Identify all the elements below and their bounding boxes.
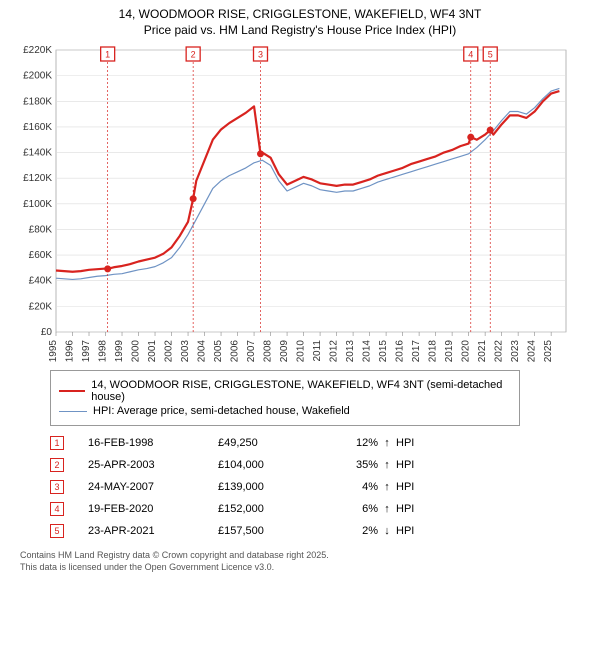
sale-suffix: HPI xyxy=(396,437,414,449)
svg-text:2023: 2023 xyxy=(510,340,521,362)
sale-price: £157,500 xyxy=(218,525,318,537)
svg-text:2005: 2005 xyxy=(213,340,224,362)
svg-text:£160K: £160K xyxy=(23,122,52,133)
table-row: 1 16-FEB-1998£49,25012%↑HPI xyxy=(50,432,590,454)
chart-area: £0 £20K £40K £60K £80K £100K £120K £140K £160K £1… xyxy=(10,42,590,362)
svg-text:2000: 2000 xyxy=(131,340,142,362)
sale-suffix: HPI xyxy=(396,503,414,515)
svg-text:4: 4 xyxy=(468,50,473,60)
svg-text:£0: £0 xyxy=(41,327,53,338)
svg-text:2017: 2017 xyxy=(411,340,422,362)
svg-text:2009: 2009 xyxy=(279,340,290,362)
sale-arrow-icon: ↑ xyxy=(378,459,396,471)
footer-text: Contains HM Land Registry data © Crown c… xyxy=(20,550,590,573)
table-row: 3 24-MAY-2007£139,0004%↑HPI xyxy=(50,476,590,498)
svg-text:£80K: £80K xyxy=(29,225,53,236)
sales-table: 116-FEB-1998£49,25012%↑HPI225-APR-2003£1… xyxy=(50,432,590,542)
svg-text:2008: 2008 xyxy=(263,340,274,362)
sale-marker: 4 xyxy=(50,502,64,516)
line-chart-svg: £0 £20K £40K £60K £80K £100K £120K £140K £160K £1… xyxy=(10,42,570,362)
legend-swatch xyxy=(59,411,87,412)
sale-marker: 2 xyxy=(50,458,64,472)
svg-text:1997: 1997 xyxy=(81,340,92,362)
sale-suffix: HPI xyxy=(396,459,414,471)
svg-text:2015: 2015 xyxy=(378,340,389,362)
svg-text:£220K: £220K xyxy=(23,45,52,56)
svg-text:£100K: £100K xyxy=(23,199,52,210)
sale-suffix: HPI xyxy=(396,525,414,537)
sale-date: 24-MAY-2007 xyxy=(88,481,218,493)
sale-price: £49,250 xyxy=(218,437,318,449)
sale-price: £139,000 xyxy=(218,481,318,493)
sale-date: 19-FEB-2020 xyxy=(88,503,218,515)
svg-text:2002: 2002 xyxy=(164,340,175,362)
sale-marker: 1 xyxy=(50,436,64,450)
svg-text:2024: 2024 xyxy=(527,340,538,362)
table-row: 2 25-APR-2003£104,00035%↑HPI xyxy=(50,454,590,476)
chart-title: 14, WOODMOOR RISE, CRIGGLESTONE, WAKEFIE… xyxy=(10,6,590,38)
svg-text:1999: 1999 xyxy=(114,340,125,362)
svg-text:2012: 2012 xyxy=(329,340,340,362)
title-line-2: Price paid vs. HM Land Registry's House … xyxy=(144,23,456,37)
svg-text:£40K: £40K xyxy=(29,276,53,287)
svg-text:£120K: £120K xyxy=(23,174,52,185)
sale-date: 16-FEB-1998 xyxy=(88,437,218,449)
table-row: 4 19-FEB-2020£152,0006%↑HPI xyxy=(50,498,590,520)
svg-text:£180K: £180K xyxy=(23,97,52,108)
svg-text:2025: 2025 xyxy=(543,340,554,362)
svg-text:2010: 2010 xyxy=(296,340,307,362)
svg-text:£20K: £20K xyxy=(29,302,53,313)
svg-text:2022: 2022 xyxy=(494,340,505,362)
legend-swatch xyxy=(59,390,85,392)
footer-line-2: This data is licensed under the Open Gov… xyxy=(20,562,274,572)
svg-text:2013: 2013 xyxy=(345,340,356,362)
svg-text:£140K: £140K xyxy=(23,148,52,159)
svg-text:2020: 2020 xyxy=(461,340,472,362)
sale-delta: 35% xyxy=(318,459,378,471)
sale-suffix: HPI xyxy=(396,481,414,493)
sale-delta: 12% xyxy=(318,437,378,449)
sale-delta: 4% xyxy=(318,481,378,493)
svg-text:1: 1 xyxy=(105,50,110,60)
legend-label: HPI: Average price, semi-detached house,… xyxy=(93,405,350,417)
svg-text:2019: 2019 xyxy=(444,340,455,362)
table-row: 5 23-APR-2021£157,5002%↓HPI xyxy=(50,520,590,542)
title-line-1: 14, WOODMOOR RISE, CRIGGLESTONE, WAKEFIE… xyxy=(119,7,482,21)
svg-text:2: 2 xyxy=(191,50,196,60)
sale-date: 23-APR-2021 xyxy=(88,525,218,537)
svg-text:1996: 1996 xyxy=(65,340,76,362)
svg-text:2016: 2016 xyxy=(395,340,406,362)
legend-label: 14, WOODMOOR RISE, CRIGGLESTONE, WAKEFIE… xyxy=(91,379,511,403)
sale-arrow-icon: ↓ xyxy=(378,525,396,537)
sale-price: £152,000 xyxy=(218,503,318,515)
legend-item: 14, WOODMOOR RISE, CRIGGLESTONE, WAKEFIE… xyxy=(59,379,511,403)
sale-marker: 5 xyxy=(50,524,64,538)
svg-text:2003: 2003 xyxy=(180,340,191,362)
sale-arrow-icon: ↑ xyxy=(378,481,396,493)
svg-text:2001: 2001 xyxy=(147,340,158,362)
svg-text:2011: 2011 xyxy=(312,340,323,362)
svg-text:5: 5 xyxy=(488,50,493,60)
svg-text:£60K: £60K xyxy=(29,250,53,261)
sale-delta: 2% xyxy=(318,525,378,537)
svg-text:£200K: £200K xyxy=(23,71,52,82)
svg-text:2004: 2004 xyxy=(197,340,208,362)
svg-text:2006: 2006 xyxy=(230,340,241,362)
legend: 14, WOODMOOR RISE, CRIGGLESTONE, WAKEFIE… xyxy=(50,370,520,426)
sale-arrow-icon: ↑ xyxy=(378,503,396,515)
svg-text:3: 3 xyxy=(258,50,263,60)
legend-item: HPI: Average price, semi-detached house,… xyxy=(59,405,511,417)
svg-text:2007: 2007 xyxy=(246,340,257,362)
sale-marker: 3 xyxy=(50,480,64,494)
sale-price: £104,000 xyxy=(218,459,318,471)
footer-line-1: Contains HM Land Registry data © Crown c… xyxy=(20,550,329,560)
sale-arrow-icon: ↑ xyxy=(378,437,396,449)
svg-text:1998: 1998 xyxy=(98,340,109,362)
sale-delta: 6% xyxy=(318,503,378,515)
svg-text:1995: 1995 xyxy=(48,340,59,362)
svg-text:2018: 2018 xyxy=(428,340,439,362)
svg-text:2014: 2014 xyxy=(362,340,373,362)
sale-date: 25-APR-2003 xyxy=(88,459,218,471)
svg-text:2021: 2021 xyxy=(477,340,488,362)
